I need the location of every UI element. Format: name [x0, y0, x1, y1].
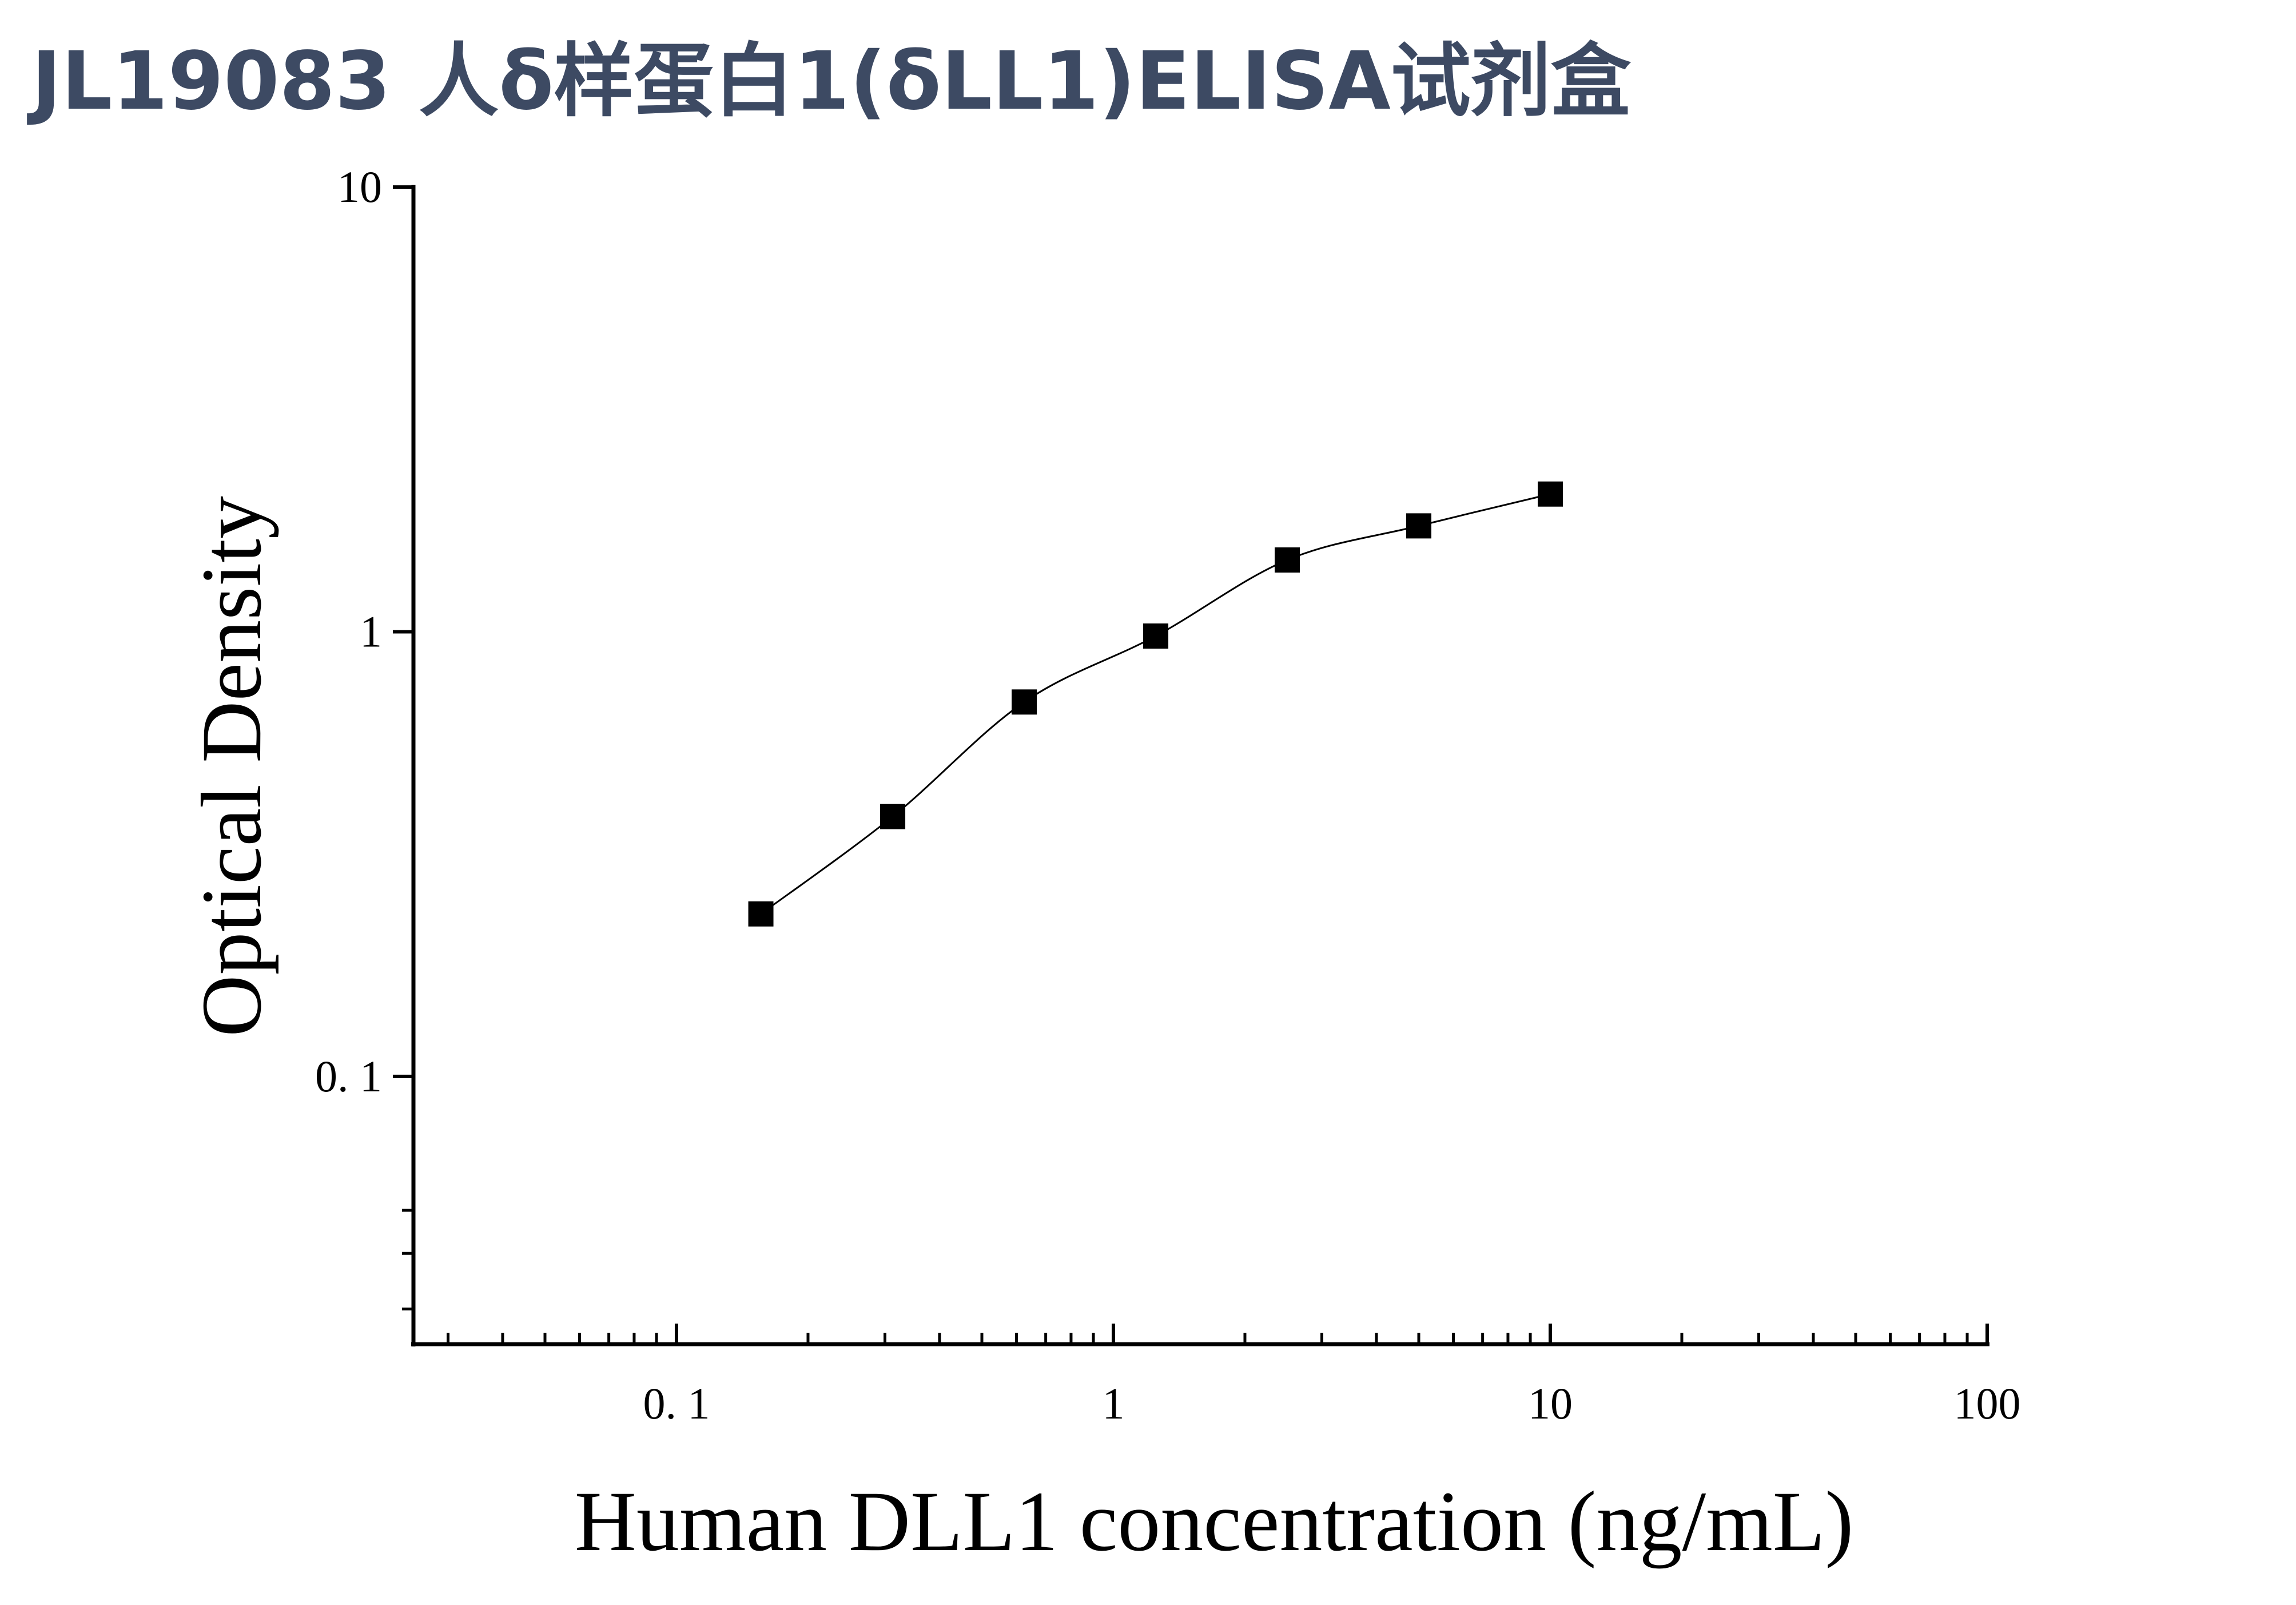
x-axis-label: Human DLL1 concentration (ng/mL) [575, 1474, 1854, 1569]
data-point [880, 804, 906, 829]
data-point [1143, 623, 1169, 649]
y-tick-label: 1 [360, 606, 382, 656]
x-tick-label: 100 [1954, 1378, 2021, 1428]
y-axis-label: Optical Density [184, 496, 279, 1037]
chart-title: JL19083 人δ样蛋白1(δLL1)ELISA试剂盒 [27, 35, 1632, 128]
y-tick-label: 0. 1 [315, 1051, 382, 1101]
data-point [1275, 547, 1300, 573]
x-tick-label: 0. 1 [643, 1378, 710, 1428]
x-tick-label: 10 [1528, 1378, 1573, 1428]
x-tick-label: 1 [1102, 1378, 1124, 1428]
data-point [748, 901, 774, 927]
data-point [1012, 689, 1037, 715]
data-point [1537, 481, 1563, 507]
fit-curve [760, 493, 1551, 915]
data-point [1406, 513, 1432, 539]
y-tick-label: 10 [337, 162, 382, 212]
